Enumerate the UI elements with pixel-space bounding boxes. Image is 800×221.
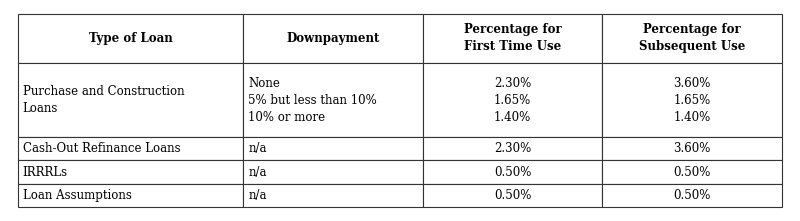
Text: Purchase and Construction
Loans: Purchase and Construction Loans <box>22 85 185 115</box>
Text: 3.60%
1.65%
1.40%: 3.60% 1.65% 1.40% <box>674 76 711 124</box>
Bar <box>243 63 423 137</box>
Text: 3.60%: 3.60% <box>674 142 711 155</box>
Text: Cash-Out Refinance Loans: Cash-Out Refinance Loans <box>22 142 181 155</box>
Bar <box>602 63 782 137</box>
Bar <box>602 14 782 63</box>
Text: n/a: n/a <box>248 166 266 179</box>
Bar <box>18 14 243 63</box>
Text: IRRRLs: IRRRLs <box>22 166 68 179</box>
Bar <box>18 63 243 137</box>
Text: n/a: n/a <box>248 142 266 155</box>
Bar <box>423 160 602 184</box>
Text: Type of Loan: Type of Loan <box>89 32 173 45</box>
Bar <box>18 137 243 160</box>
Text: 0.50%: 0.50% <box>674 166 711 179</box>
Bar <box>243 137 423 160</box>
Bar <box>423 63 602 137</box>
Text: 2.30%: 2.30% <box>494 142 531 155</box>
Bar <box>602 160 782 184</box>
Bar <box>243 14 423 63</box>
Text: Percentage for
Subsequent Use: Percentage for Subsequent Use <box>639 23 746 53</box>
Bar <box>423 14 602 63</box>
Text: Loan Assumptions: Loan Assumptions <box>22 189 132 202</box>
Text: 0.50%: 0.50% <box>674 189 711 202</box>
Bar <box>243 184 423 207</box>
Bar <box>423 137 602 160</box>
Text: 0.50%: 0.50% <box>494 189 531 202</box>
Bar <box>602 184 782 207</box>
Text: Percentage for
First Time Use: Percentage for First Time Use <box>464 23 562 53</box>
Text: n/a: n/a <box>248 189 266 202</box>
Bar <box>18 160 243 184</box>
Bar <box>423 184 602 207</box>
Bar <box>18 184 243 207</box>
Text: None
5% but less than 10%
10% or more: None 5% but less than 10% 10% or more <box>248 76 377 124</box>
Text: 0.50%: 0.50% <box>494 166 531 179</box>
Text: Downpayment: Downpayment <box>286 32 380 45</box>
Bar <box>602 137 782 160</box>
Bar <box>243 160 423 184</box>
Text: 2.30%
1.65%
1.40%: 2.30% 1.65% 1.40% <box>494 76 531 124</box>
